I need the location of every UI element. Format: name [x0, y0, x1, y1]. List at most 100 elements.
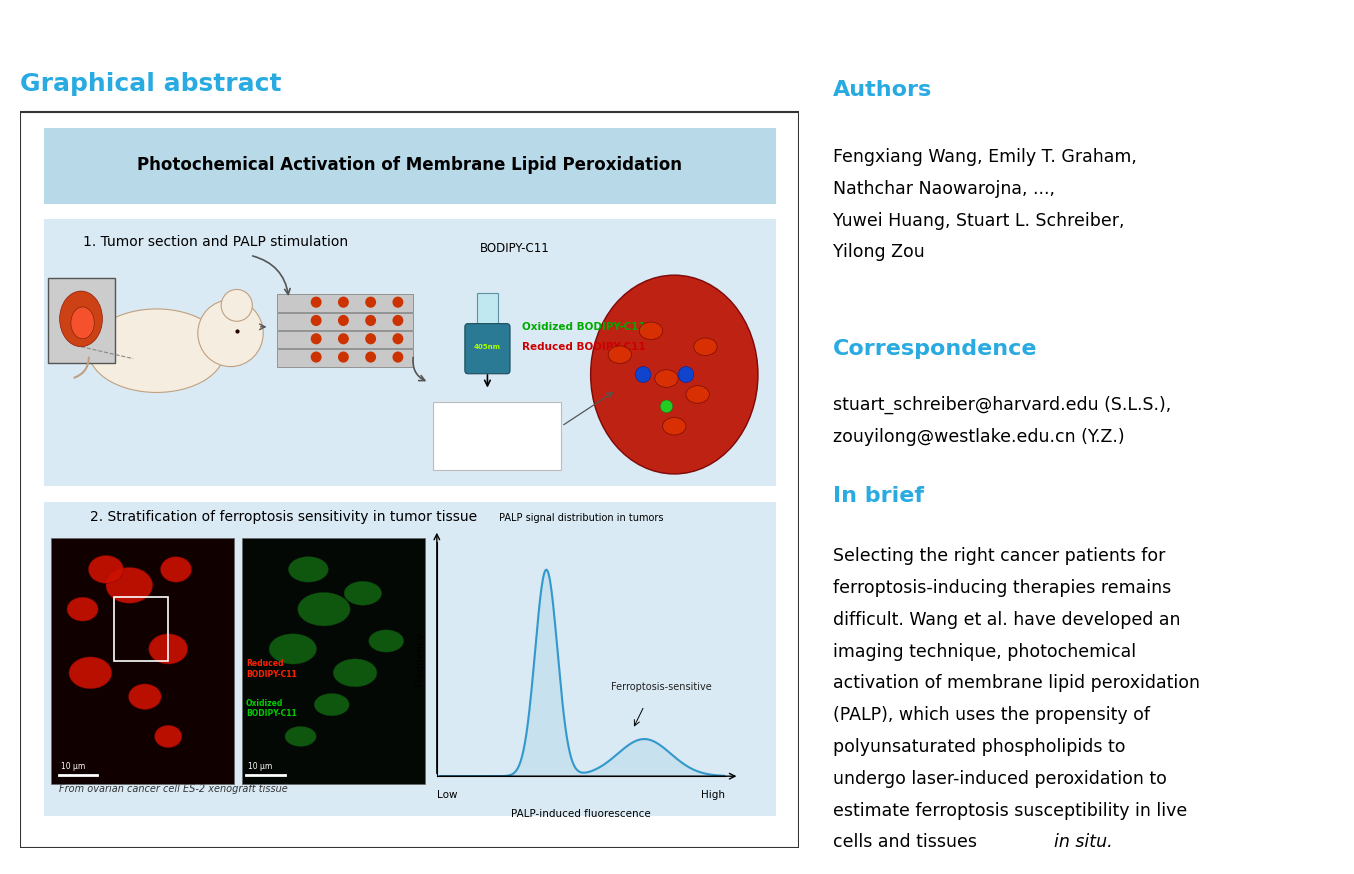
Text: Ferroptosis-sensitive: Ferroptosis-sensitive	[611, 682, 712, 692]
Text: Graphical abstract: Graphical abstract	[20, 73, 282, 96]
Circle shape	[310, 333, 322, 344]
Ellipse shape	[68, 597, 99, 621]
Circle shape	[221, 289, 252, 322]
Circle shape	[338, 315, 349, 326]
FancyBboxPatch shape	[43, 219, 776, 486]
Circle shape	[366, 296, 376, 308]
Circle shape	[366, 351, 376, 363]
Text: polyunsaturated phospholipids to: polyunsaturated phospholipids to	[833, 738, 1125, 756]
FancyBboxPatch shape	[51, 538, 234, 784]
Ellipse shape	[686, 385, 709, 403]
Text: Photochemical Activation of Membrane Lipid Peroxidation: Photochemical Activation of Membrane Lip…	[137, 156, 682, 175]
Text: Low: Low	[437, 790, 458, 801]
Ellipse shape	[88, 556, 123, 583]
Ellipse shape	[70, 307, 95, 339]
Text: imaging technique, photochemical: imaging technique, photochemical	[833, 642, 1136, 661]
Ellipse shape	[314, 693, 349, 716]
Text: High: High	[701, 790, 724, 801]
Text: in situ.: in situ.	[1053, 834, 1112, 851]
Text: Oxidized
BODIPY-C11: Oxidized BODIPY-C11	[246, 699, 297, 718]
Text: 2. Stratification of ferroptosis sensitivity in tumor tissue: 2. Stratification of ferroptosis sensiti…	[91, 510, 478, 524]
FancyBboxPatch shape	[242, 538, 425, 784]
Text: 405nm: 405nm	[474, 343, 501, 350]
Ellipse shape	[149, 634, 188, 664]
Text: ferroptosis-inducing therapies remains: ferroptosis-inducing therapies remains	[833, 579, 1171, 597]
Ellipse shape	[106, 567, 153, 603]
Circle shape	[393, 351, 403, 363]
Circle shape	[393, 315, 403, 326]
Ellipse shape	[662, 418, 686, 435]
Text: Nathchar Naowarojna, ...,: Nathchar Naowarojna, ...,	[833, 180, 1055, 198]
Text: 10 μm: 10 μm	[61, 761, 85, 771]
Ellipse shape	[333, 659, 376, 687]
Text: cells and tissues: cells and tissues	[833, 834, 982, 851]
Circle shape	[678, 366, 693, 383]
Ellipse shape	[269, 634, 317, 664]
Ellipse shape	[129, 684, 161, 710]
Circle shape	[393, 296, 403, 308]
Text: 10 μm: 10 μm	[248, 761, 272, 771]
FancyBboxPatch shape	[464, 323, 510, 374]
Ellipse shape	[154, 725, 181, 747]
Ellipse shape	[286, 726, 317, 746]
Ellipse shape	[161, 557, 192, 582]
Text: estimate ferroptosis susceptibility in live: estimate ferroptosis susceptibility in l…	[833, 801, 1187, 820]
Ellipse shape	[288, 557, 328, 582]
Circle shape	[198, 300, 263, 366]
FancyBboxPatch shape	[278, 295, 413, 312]
FancyBboxPatch shape	[43, 128, 776, 204]
Circle shape	[338, 296, 349, 308]
Text: (PALP), which uses the propensity of: (PALP), which uses the propensity of	[833, 706, 1150, 725]
Ellipse shape	[590, 275, 758, 474]
Circle shape	[635, 366, 651, 383]
Text: Fengxiang Wang, Emily T. Graham,: Fengxiang Wang, Emily T. Graham,	[833, 148, 1136, 166]
Text: Selecting the right cancer patients for: Selecting the right cancer patients for	[833, 547, 1164, 565]
Text: Authors: Authors	[833, 80, 932, 101]
Text: PALP-induced fluorescence: PALP-induced fluorescence	[510, 809, 651, 819]
Circle shape	[661, 400, 673, 413]
Text: difficult. Wang et al. have developed an: difficult. Wang et al. have developed an	[833, 611, 1181, 628]
Ellipse shape	[608, 346, 631, 364]
Text: zouyilong@westlake.edu.cn (Y.Z.): zouyilong@westlake.edu.cn (Y.Z.)	[833, 428, 1124, 446]
Text: Correspondence: Correspondence	[833, 339, 1037, 358]
Text: In brief: In brief	[833, 486, 923, 506]
Circle shape	[366, 315, 376, 326]
FancyBboxPatch shape	[278, 349, 413, 366]
FancyBboxPatch shape	[433, 402, 562, 470]
Text: activation of membrane lipid peroxidation: activation of membrane lipid peroxidatio…	[833, 675, 1200, 692]
Circle shape	[310, 351, 322, 363]
FancyBboxPatch shape	[20, 112, 799, 848]
Text: PALP signal distribution in tumors: PALP signal distribution in tumors	[498, 513, 663, 523]
Text: stuart_schreiber@harvard.edu (S.L.S.),: stuart_schreiber@harvard.edu (S.L.S.),	[833, 396, 1171, 414]
Circle shape	[338, 333, 349, 344]
Text: From ovarian cancer cell ES-2 xenograft tissue: From ovarian cancer cell ES-2 xenograft …	[60, 784, 288, 794]
FancyBboxPatch shape	[477, 294, 498, 332]
Ellipse shape	[639, 322, 662, 340]
FancyBboxPatch shape	[278, 313, 413, 330]
Circle shape	[366, 333, 376, 344]
Ellipse shape	[368, 630, 403, 652]
Text: Frequency: Frequency	[416, 632, 425, 686]
Ellipse shape	[693, 338, 718, 356]
Ellipse shape	[69, 657, 112, 689]
Text: Yilong Zou: Yilong Zou	[833, 243, 925, 261]
Text: Reduced
BODIPY-C11: Reduced BODIPY-C11	[246, 659, 297, 678]
Circle shape	[310, 315, 322, 326]
Text: 1. Tumor section and PALP stimulation: 1. Tumor section and PALP stimulation	[83, 235, 348, 249]
Text: BODIPY-C11: BODIPY-C11	[479, 242, 550, 254]
Circle shape	[310, 296, 322, 308]
Ellipse shape	[655, 370, 678, 387]
Ellipse shape	[88, 309, 225, 392]
Text: undergo laser-induced peroxidation to: undergo laser-induced peroxidation to	[833, 770, 1167, 787]
Ellipse shape	[344, 581, 382, 605]
FancyBboxPatch shape	[278, 330, 413, 349]
Circle shape	[338, 351, 349, 363]
Text: Reduced BODIPY-C11: Reduced BODIPY-C11	[523, 342, 646, 351]
FancyBboxPatch shape	[43, 502, 776, 816]
Text: Yuwei Huang, Stuart L. Schreiber,: Yuwei Huang, Stuart L. Schreiber,	[833, 212, 1124, 230]
Ellipse shape	[298, 593, 351, 626]
FancyBboxPatch shape	[47, 278, 115, 363]
Ellipse shape	[60, 291, 103, 347]
Text: Oxidized BODIPY-C11: Oxidized BODIPY-C11	[523, 322, 646, 332]
Circle shape	[393, 333, 403, 344]
